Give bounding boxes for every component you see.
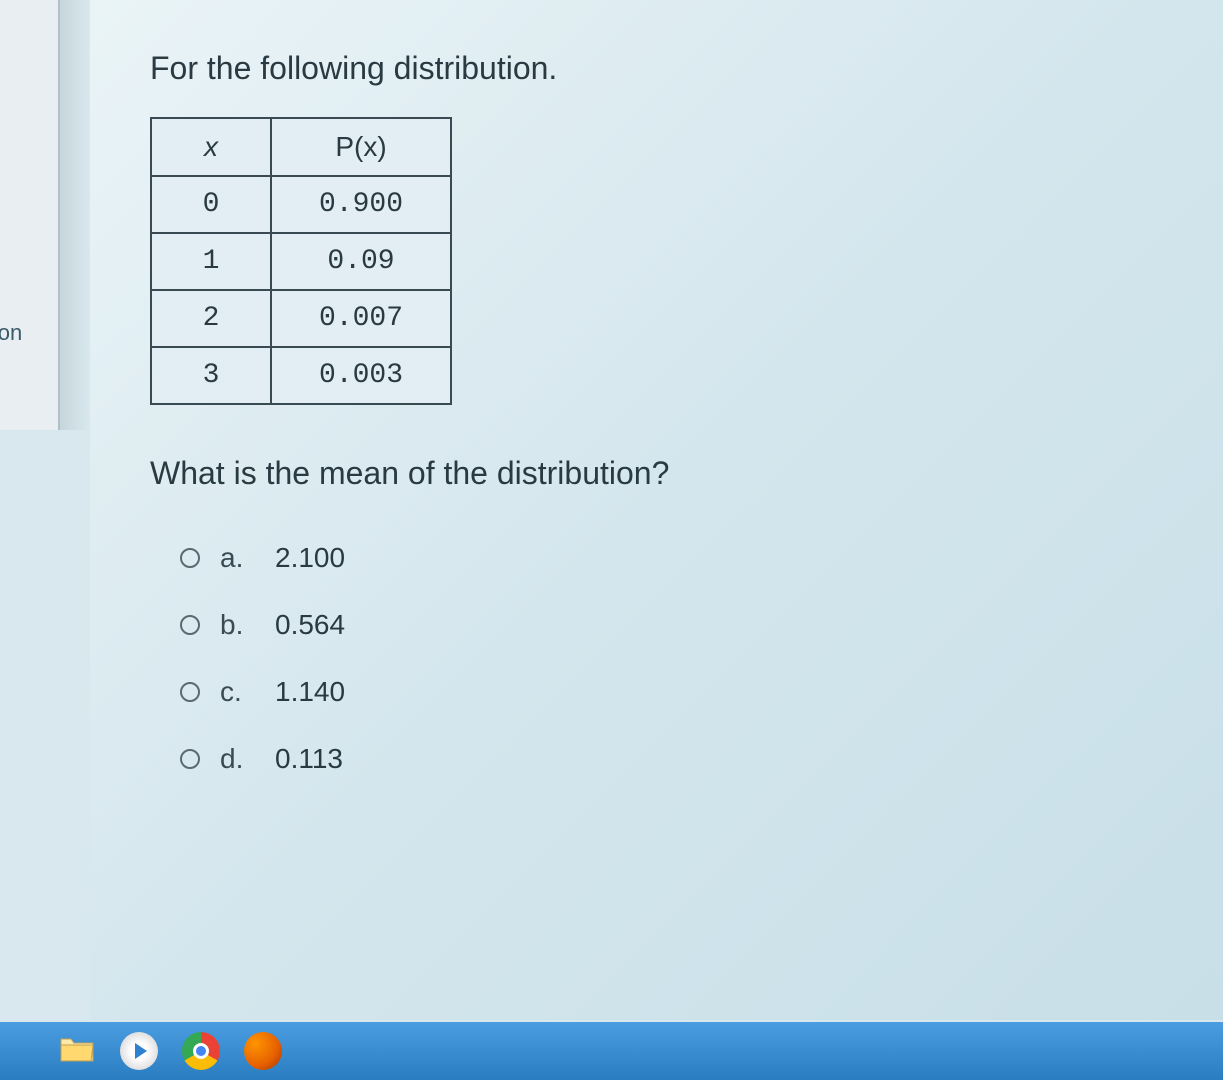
table-row: 1 0.09 [151,233,451,290]
table-row: 3 0.003 [151,347,451,404]
table-cell-p: 0.007 [271,290,451,347]
taskbar [0,1022,1223,1080]
table-header-x: x [151,118,271,176]
option-value: 0.564 [275,609,345,641]
chrome-icon[interactable] [179,1029,223,1073]
table-row: 2 0.007 [151,290,451,347]
question-panel: For the following distribution. x P(x) 0… [90,0,1223,1020]
table-cell-p: 0.900 [271,176,451,233]
option-b[interactable]: b. 0.564 [180,609,1183,641]
table-cell-p: 0.09 [271,233,451,290]
media-player-icon[interactable] [117,1029,161,1073]
table-cell-x: 3 [151,347,271,404]
question-intro: For the following distribution. [150,50,1183,87]
radio-icon[interactable] [180,749,200,769]
question-prompt: What is the mean of the distribution? [150,455,1183,492]
option-value: 2.100 [275,542,345,574]
nav-sidebar: on [0,0,60,430]
distribution-table: x P(x) 0 0.900 1 0.09 2 0.007 3 0.003 [150,117,452,405]
table-row: 0 0.900 [151,176,451,233]
answer-options: a. 2.100 b. 0.564 c. 1.140 d. 0.113 [180,542,1183,775]
option-d[interactable]: d. 0.113 [180,743,1183,775]
option-a[interactable]: a. 2.100 [180,542,1183,574]
nav-sidebar-label: on [0,320,40,346]
option-c[interactable]: c. 1.140 [180,676,1183,708]
file-explorer-icon[interactable] [55,1029,99,1073]
table-cell-x: 2 [151,290,271,347]
radio-icon[interactable] [180,615,200,635]
option-letter: c. [220,676,250,708]
table-header-px: P(x) [271,118,451,176]
radio-icon[interactable] [180,682,200,702]
table-cell-x: 0 [151,176,271,233]
option-letter: d. [220,743,250,775]
sidebar-shadow [60,0,90,430]
table-cell-x: 1 [151,233,271,290]
option-letter: a. [220,542,250,574]
table-cell-p: 0.003 [271,347,451,404]
option-value: 0.113 [275,743,343,775]
option-value: 1.140 [275,676,345,708]
radio-icon[interactable] [180,548,200,568]
table-header-row: x P(x) [151,118,451,176]
option-letter: b. [220,609,250,641]
firefox-icon[interactable] [241,1029,285,1073]
